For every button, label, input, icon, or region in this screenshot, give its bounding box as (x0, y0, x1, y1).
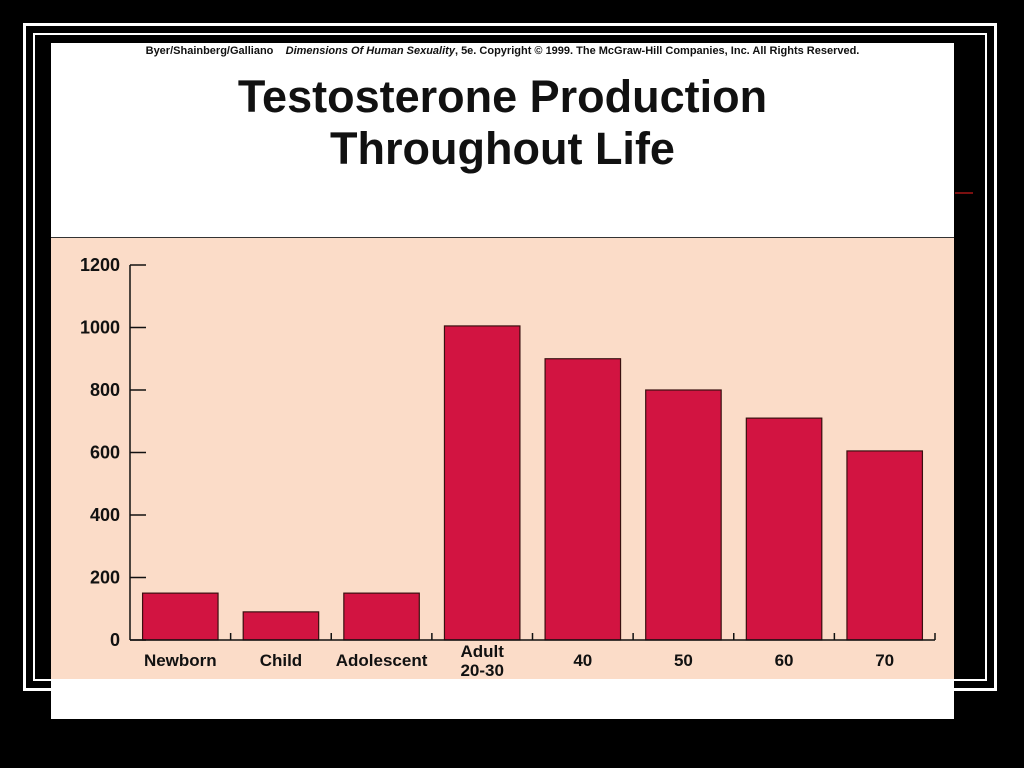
category-label-1: Child (260, 651, 303, 670)
bar-4 (544, 358, 622, 641)
chart-title-line-1: Testosterone Production (237, 71, 768, 122)
category-label-3-line-1: 20-30 (460, 661, 503, 680)
credit-book-title: Dimensions Of Human Sexuality (285, 45, 455, 57)
bar-5 (645, 389, 722, 641)
credit-authors: Byer/Shainberg/Galliano (145, 45, 274, 57)
category-label-6: 60 (775, 651, 794, 670)
y-tick-label-2: 400 (90, 505, 120, 525)
credit-rest: , 5e. Copyright © 1999. The McGraw-Hill … (454, 45, 860, 57)
category-label-2: Adolescent (336, 651, 428, 670)
bar-2 (343, 592, 420, 641)
category-label-5: 50 (674, 651, 693, 670)
category-label-7: 70 (875, 651, 894, 670)
chart-title-line-2: Throughout Life (330, 123, 675, 174)
y-tick-label-0: 0 (110, 630, 120, 650)
y-tick-label-1: 200 (90, 568, 120, 588)
bar-6 (745, 417, 823, 641)
y-tick-label-3: 600 (90, 443, 120, 463)
bar-0 (141, 592, 219, 641)
bar-3 (443, 325, 521, 641)
bar-7 (846, 450, 924, 641)
copyright-credit: Byer/Shainberg/Galliano Dimensions Of Hu… (51, 45, 954, 57)
y-tick-label-4: 800 (90, 380, 120, 400)
y-tick-label-6: 1200 (80, 255, 120, 275)
category-label-0: Newborn (144, 651, 217, 670)
category-label-3-line-0: Adult (460, 642, 504, 661)
y-tick-label-5: 1000 (80, 318, 120, 338)
decorative-line (955, 192, 973, 194)
bar-1 (242, 611, 320, 641)
chart-title: Testosterone Production Throughout Life (51, 71, 954, 175)
category-label-4: 40 (573, 651, 592, 670)
